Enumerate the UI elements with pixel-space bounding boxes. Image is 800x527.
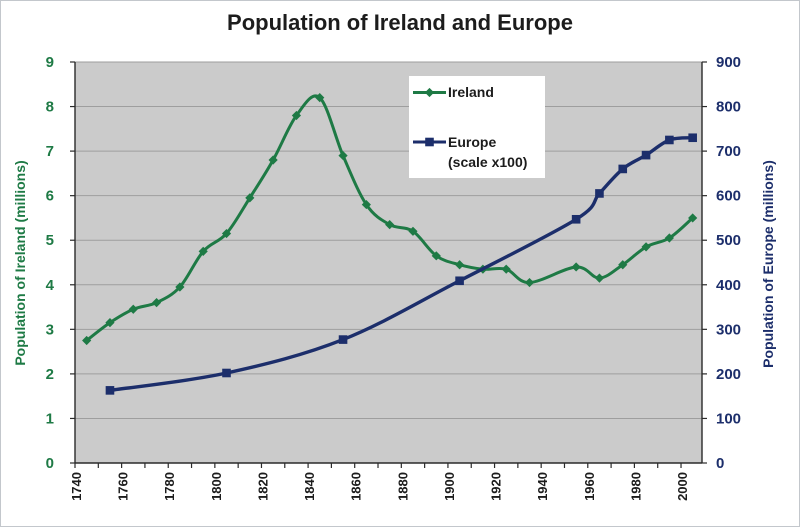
- data-point-diamond: [291, 110, 302, 121]
- x-axis-tick-label: 1900: [442, 472, 457, 501]
- right-axis-tick-label: 500: [716, 232, 741, 249]
- data-point-square: [571, 214, 581, 224]
- series-ireland: [82, 93, 698, 346]
- data-point-diamond: [221, 228, 232, 239]
- data-point-diamond: [245, 193, 255, 203]
- plot-background: [75, 62, 702, 463]
- left-axis-tick-label: 5: [46, 232, 54, 249]
- legend-square-icon: [425, 137, 434, 147]
- europe-line: [108, 136, 695, 393]
- legend-item-europe: Europe (scale x100): [413, 132, 527, 172]
- right-axis-tick-label: 100: [716, 410, 741, 427]
- data-point-square: [641, 150, 651, 160]
- data-point-diamond: [408, 226, 418, 236]
- right-axis-tick-label: 400: [716, 277, 741, 294]
- left-axis-tick-label: 1: [46, 410, 54, 427]
- data-point-square: [595, 189, 604, 198]
- data-point-square: [688, 133, 697, 143]
- data-point-diamond: [175, 282, 185, 292]
- legend-item-ireland: Ireland: [413, 82, 494, 102]
- x-axis-tick-label: 1780: [162, 472, 177, 501]
- ireland-line-swatch-icon: [413, 87, 446, 97]
- x-axis-ticks-labels: 1740 1760 1780 1800 1820 1840 1860 1880 1900 1920…: [69, 463, 690, 501]
- x-axis-tick-label: 1920: [489, 472, 504, 501]
- x-axis-tick-label: 1840: [302, 472, 317, 501]
- x-axis-tick-label: 1820: [255, 472, 270, 501]
- x-axis-tick-label: 1880: [395, 472, 410, 501]
- data-point-diamond: [338, 150, 348, 161]
- data-point-diamond: [268, 155, 278, 165]
- data-point-diamond: [664, 233, 674, 243]
- data-point-diamond: [361, 199, 371, 210]
- data-point-diamond: [594, 273, 605, 283]
- data-point-square: [455, 276, 464, 286]
- chart-title: Population of Ireland and Europe: [227, 10, 573, 35]
- left-axis-tick-label: 2: [46, 366, 54, 383]
- legend-label-europe-scale: (scale x100): [448, 154, 528, 170]
- data-point-diamond: [618, 260, 628, 270]
- left-axis-tick-label: 7: [46, 143, 54, 160]
- data-point-square: [618, 164, 628, 174]
- data-point-diamond: [454, 260, 465, 270]
- data-point-diamond: [524, 277, 535, 288]
- right-axis-tick-label: 0: [716, 455, 724, 472]
- left-axis-tick-label: 9: [46, 54, 54, 71]
- x-axis-tick-label: 1740: [69, 472, 84, 501]
- x-axis-tick-label: 2000: [675, 472, 690, 501]
- x-axis-tick-label: 1980: [628, 472, 643, 501]
- data-point-diamond: [128, 304, 138, 314]
- right-axis-tick-label: 300: [716, 321, 741, 338]
- series-europe: [105, 133, 697, 395]
- data-point-square: [338, 335, 348, 344]
- left-axis-tick-label: 8: [46, 99, 54, 116]
- data-point-square: [105, 386, 115, 395]
- left-axis-tick-label: 6: [46, 188, 54, 205]
- europe-line-swatch-icon: [413, 137, 446, 147]
- left-axis-title: Population of Ireland (millions): [12, 160, 28, 365]
- x-axis-tick-label: 1800: [209, 472, 224, 501]
- left-axis-ticks-labels: 0 1 2 3 4 5 6 7 8 9: [46, 54, 75, 472]
- legend: Ireland Europe (scale x100): [409, 76, 545, 178]
- x-axis-tick-label: 1960: [582, 472, 597, 501]
- legend-label-europe: Europe: [448, 134, 497, 150]
- data-point-diamond: [571, 262, 581, 272]
- data-point-diamond: [105, 318, 115, 328]
- right-axis-tick-label: 200: [716, 366, 741, 383]
- right-axis-ticks-labels: 0 100 200 300 400 500 600 700 800 900: [702, 54, 741, 472]
- legend-label-ireland: Ireland: [448, 84, 494, 100]
- data-point-diamond: [431, 251, 441, 261]
- right-axis-tick-label: 900: [716, 54, 741, 71]
- data-point-diamond: [688, 213, 698, 223]
- legend-diamond-icon: [424, 87, 435, 97]
- x-axis-tick-label: 1760: [116, 472, 131, 501]
- left-axis-tick-label: 0: [46, 455, 54, 472]
- data-point-diamond: [82, 335, 92, 346]
- right-axis-title: Population of Europe (millions): [760, 160, 776, 368]
- data-point-square: [665, 135, 674, 145]
- data-point-diamond: [315, 93, 325, 103]
- data-point-square: [222, 368, 231, 378]
- data-point-diamond: [641, 242, 651, 252]
- right-axis-tick-label: 700: [716, 143, 741, 160]
- left-axis-tick-label: 3: [46, 321, 54, 338]
- left-axis-tick-label: 4: [46, 277, 55, 294]
- data-point-diamond: [198, 246, 208, 256]
- data-point-diamond: [385, 220, 395, 230]
- right-axis-tick-label: 600: [716, 188, 741, 205]
- x-axis-tick-label: 1860: [349, 472, 364, 501]
- data-point-diamond: [501, 264, 511, 274]
- x-axis-tick-label: 1940: [535, 472, 550, 501]
- data-point-diamond: [151, 298, 162, 308]
- right-axis-tick-label: 800: [716, 99, 741, 116]
